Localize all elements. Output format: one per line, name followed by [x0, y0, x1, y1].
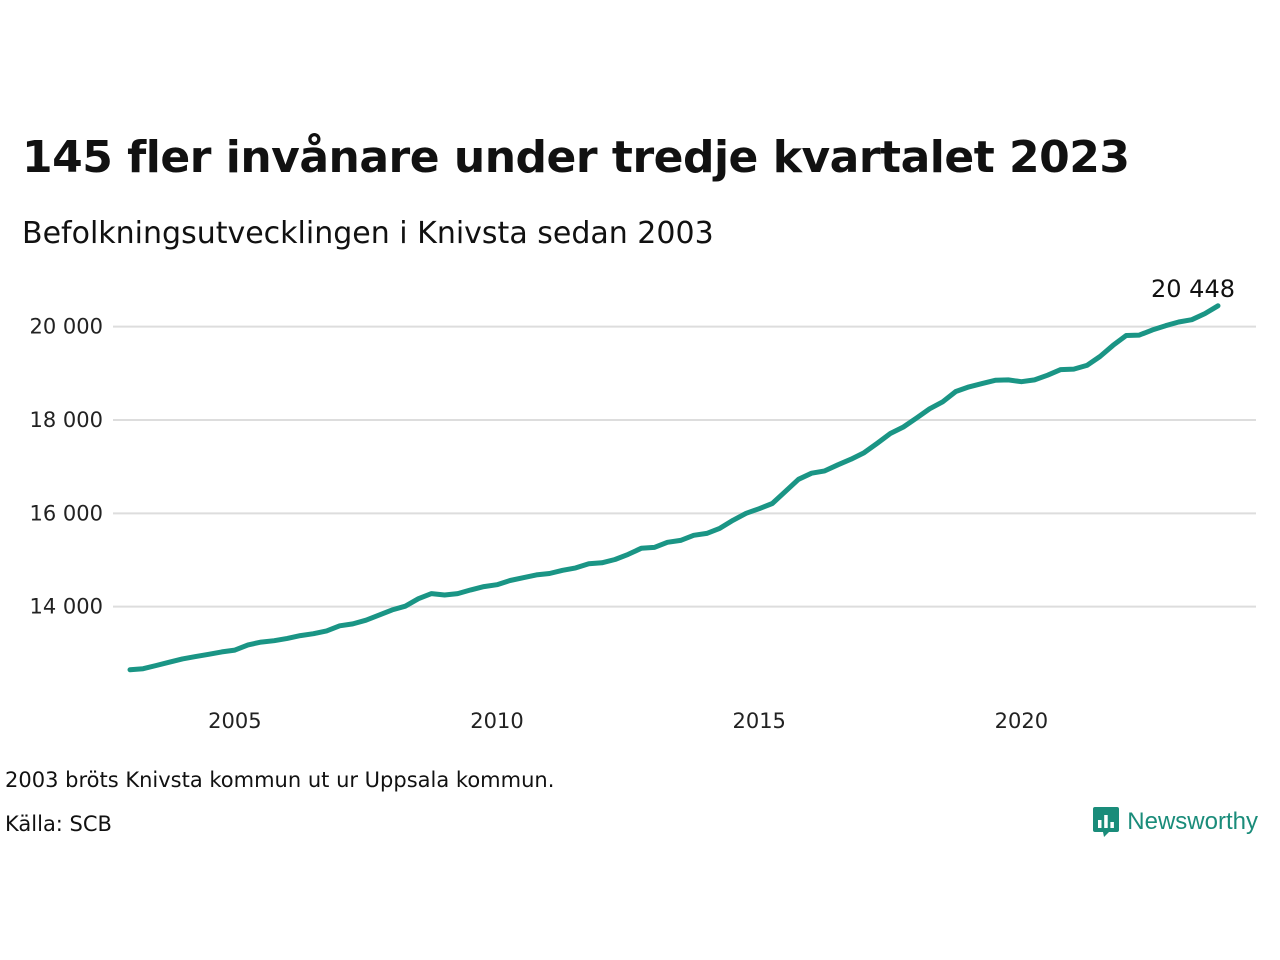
y-tick-label: 16 000	[30, 501, 103, 525]
x-tick-label: 2015	[732, 709, 785, 733]
bar-chart-speech-bubble-icon	[1093, 807, 1120, 837]
chart-subtitle: Befolkningsutvecklingen i Knivsta sedan …	[22, 216, 714, 251]
chart-title: 145 fler invånare under tredje kvartalet…	[22, 132, 1130, 183]
end-value-label: 20 448	[1151, 275, 1235, 303]
footnote: 2003 bröts Knivsta kommun ut ur Uppsala …	[5, 768, 555, 792]
source-credit: Källa: SCB	[5, 812, 112, 836]
x-tick-label: 2010	[470, 709, 523, 733]
y-axis: 14 000 16 000 18 000 20 000	[30, 315, 103, 619]
y-tick-label: 20 000	[30, 315, 103, 339]
y-tick-label: 18 000	[30, 408, 103, 432]
x-axis: 2005 2010 2015 2020	[208, 709, 1048, 733]
end-label-layer: 20 448	[1151, 275, 1235, 303]
y-tick-label: 14 000	[30, 595, 103, 619]
brand-name: Newsworthy	[1127, 808, 1258, 835]
brand-logo: Newsworthy	[1092, 806, 1258, 838]
line-chart: 14 000 16 000 18 000 20 000 2005 2010 2015 202…	[30, 275, 1256, 733]
x-tick-label: 2005	[208, 709, 261, 733]
series-line	[127, 303, 1221, 673]
gridlines	[113, 325, 1256, 608]
series-layer	[127, 303, 1221, 673]
x-tick-label: 2020	[995, 709, 1048, 733]
